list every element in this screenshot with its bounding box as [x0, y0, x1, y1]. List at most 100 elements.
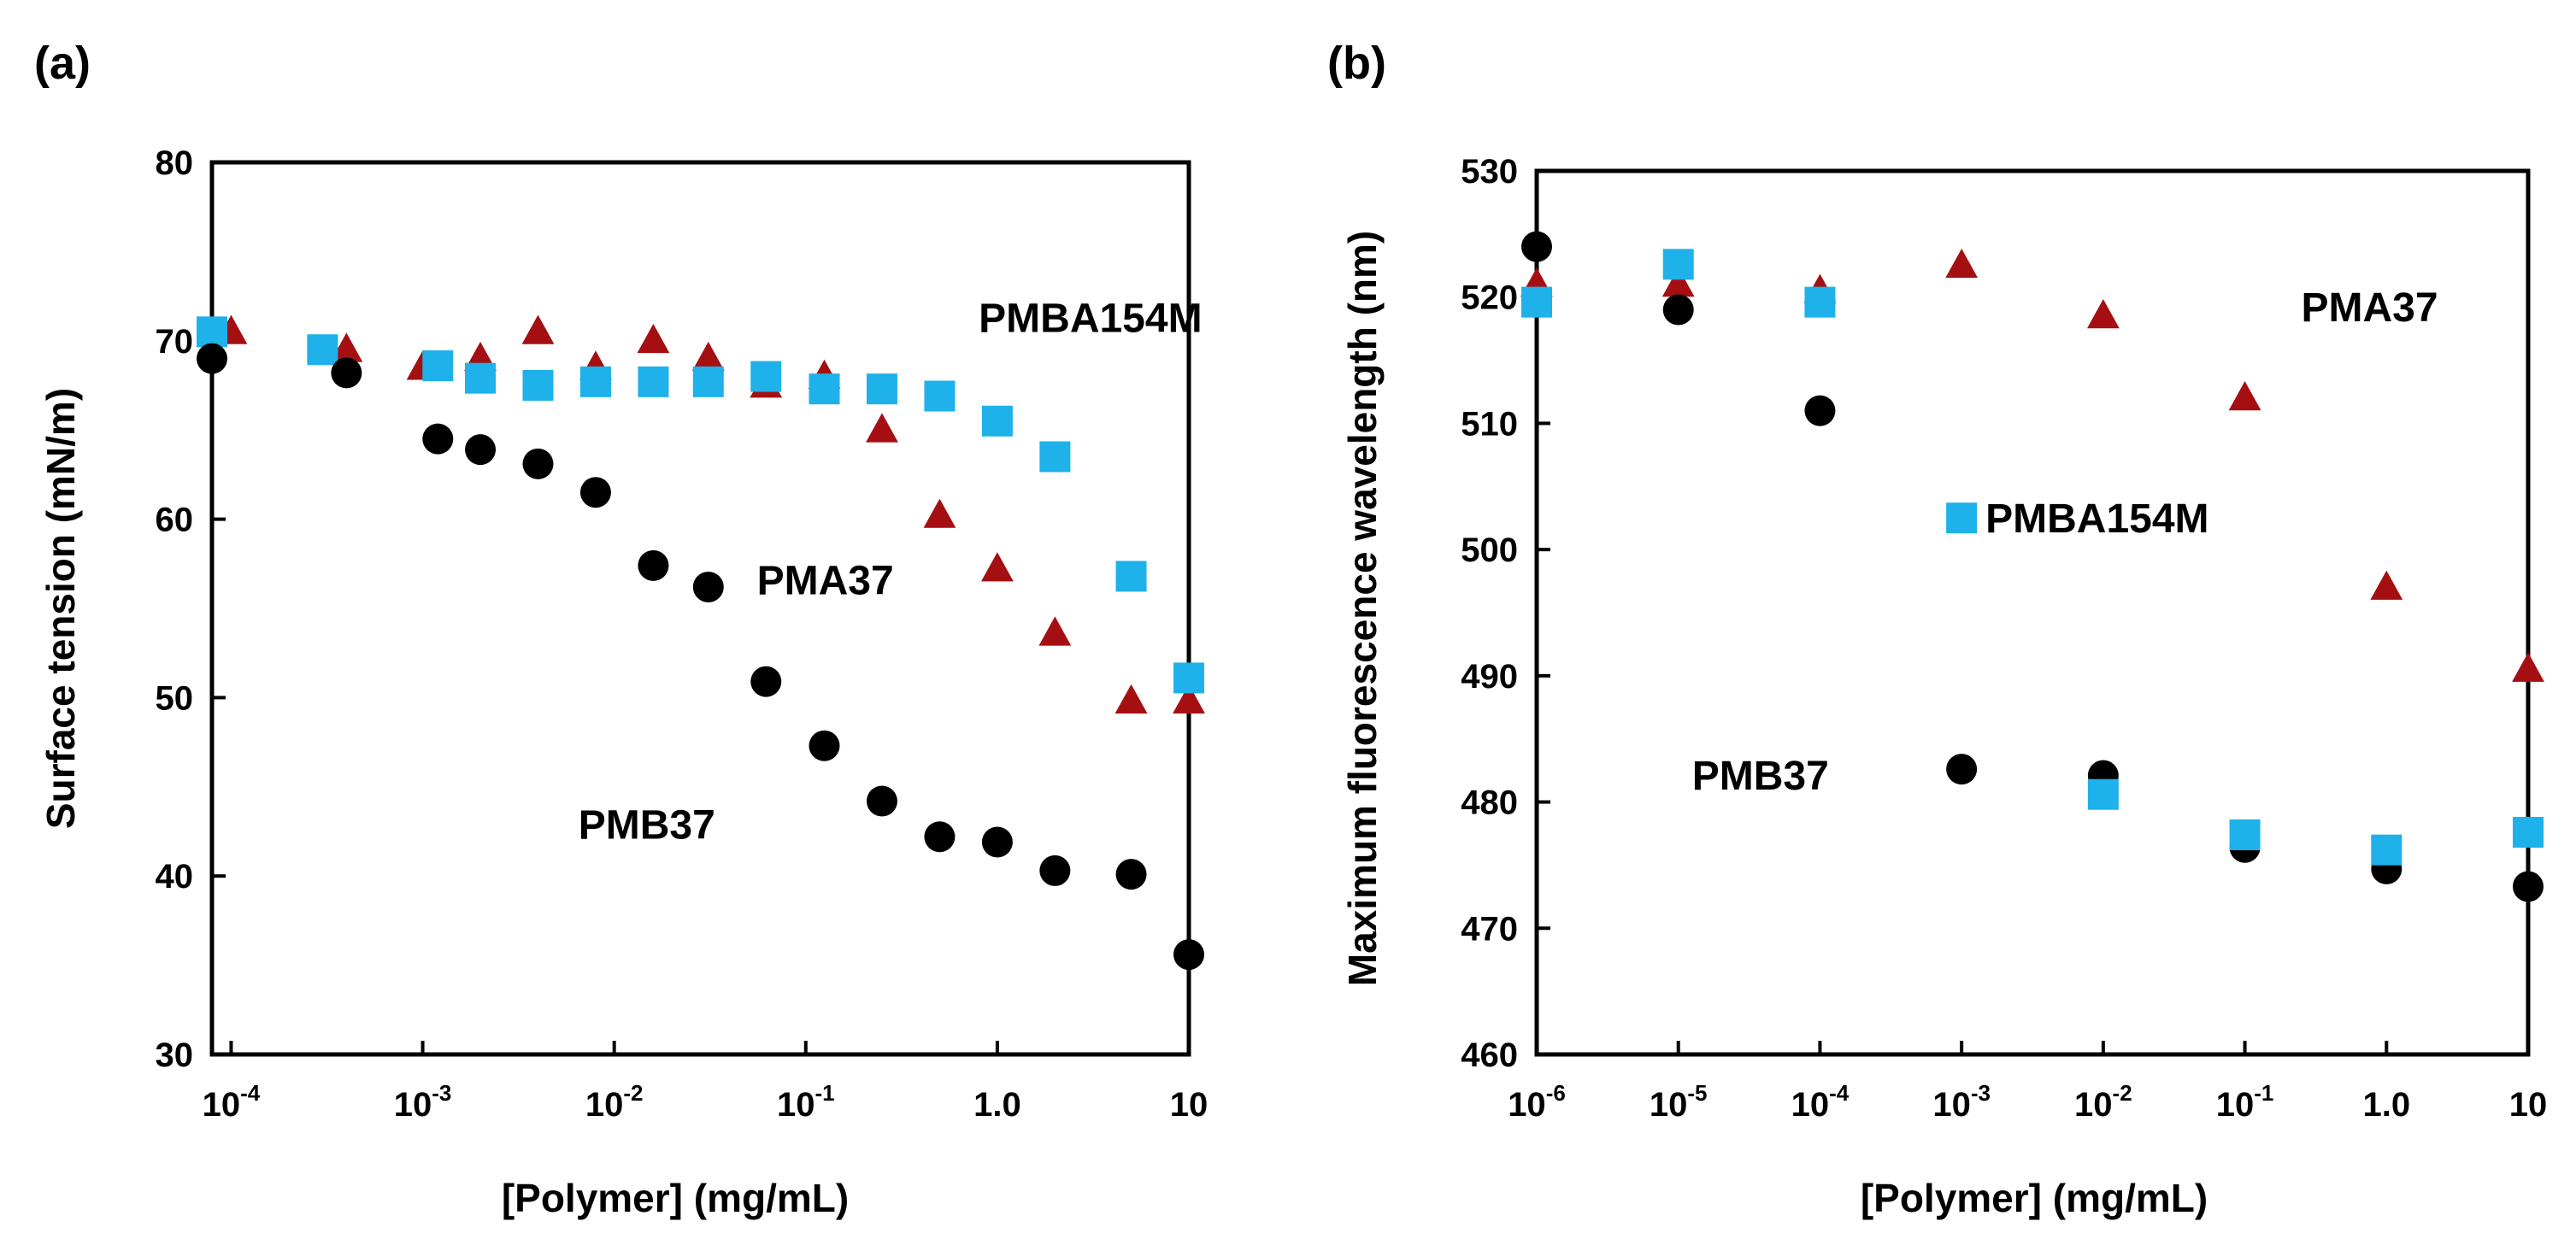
data-point-square: [465, 362, 497, 394]
y-tick-label: 70: [156, 323, 194, 361]
data-point-circle: [579, 477, 611, 508]
y-tick-label: 30: [156, 1037, 194, 1074]
data-point-circle: [522, 448, 554, 479]
data-point-square: [750, 361, 782, 392]
annotation-label: PMB37: [1692, 754, 1829, 799]
x-tick-label: 10-4: [1791, 1080, 1850, 1124]
series-pmba154m: [1521, 249, 2544, 866]
y-tick-label: 60: [156, 502, 194, 539]
series-pmb37: [1521, 231, 2544, 902]
panel-a-plot-frame: [209, 160, 1191, 1057]
data-point-square: [197, 316, 227, 348]
data-point-circle: [422, 423, 454, 455]
data-point-square: [1173, 662, 1204, 694]
y-tick-label: 470: [1461, 910, 1518, 948]
x-tick-label: 1.0: [973, 1086, 1021, 1124]
data-point-triangle: [923, 498, 956, 528]
panel-b-y-ticks: 460 470 480 490 500 510 520 530: [1461, 153, 1550, 1074]
data-point-square: [307, 334, 338, 366]
data-point-square: [522, 370, 554, 401]
y-tick-label: 50: [156, 679, 194, 717]
series-pma37: [1520, 248, 2544, 682]
data-point-square: [866, 373, 897, 405]
data-point-circle: [866, 785, 897, 817]
data-point-triangle: [1115, 684, 1148, 714]
annotation-label: PMA37: [757, 558, 894, 603]
x-tick-label: 10-2: [2074, 1080, 2132, 1124]
annotation-label: PMA37: [2302, 285, 2438, 331]
data-point-square: [924, 380, 956, 412]
data-point-triangle: [1173, 684, 1205, 714]
data-point-square: [1521, 286, 1552, 318]
x-tick-label: 10-3: [1932, 1080, 1991, 1124]
data-point-circle: [331, 357, 362, 389]
x-tick-label: 10: [2509, 1086, 2548, 1124]
data-point-square: [2087, 778, 2119, 810]
data-point-triangle: [1661, 267, 1695, 297]
data-point-square: [1804, 286, 1836, 318]
panel-a-x-axis-title: [Polymer] (mg/mL): [502, 1176, 849, 1220]
data-point-triangle: [691, 341, 725, 372]
panel-b-x-ticks: 10-6 10-5 10-4 10-3 10-2 10-1 1.0 10: [1508, 1041, 2547, 1124]
x-tick-label: 10-3: [394, 1080, 452, 1124]
x-tick-label: 10-6: [1508, 1080, 1566, 1124]
y-tick-label: 500: [1461, 531, 1518, 569]
panel-b-label: (b): [1327, 38, 1386, 89]
data-point-circle: [809, 730, 840, 761]
panel-a-series: [197, 314, 1205, 971]
data-point-circle: [1946, 754, 1978, 785]
data-point-triangle: [2370, 570, 2403, 600]
y-tick-label: 40: [156, 858, 194, 896]
x-tick-label: 10-1: [2216, 1080, 2274, 1124]
x-tick-label: 10-5: [1650, 1080, 1708, 1124]
annotation-label: PMB37: [579, 802, 715, 848]
data-point-square: [579, 366, 611, 397]
data-point-square: [1039, 441, 1071, 473]
data-point-circle: [638, 549, 669, 581]
data-point-triangle: [980, 552, 1014, 582]
y-tick-label: 530: [1461, 153, 1518, 191]
data-point-circle: [1804, 395, 1836, 426]
data-point-circle: [981, 826, 1013, 858]
data-point-square: [692, 366, 724, 397]
x-tick-label: 10-4: [203, 1080, 261, 1124]
x-tick-label: 10-2: [585, 1080, 644, 1124]
panel-a-y-axis-title: Surface tension (mN/m): [38, 388, 83, 829]
data-point-circle: [692, 571, 724, 602]
data-point-square: [638, 366, 669, 397]
y-tick-label: 520: [1461, 279, 1518, 317]
x-tick-label: 10-1: [777, 1080, 835, 1124]
data-point-triangle: [866, 413, 898, 443]
panel-a-x-ticks: 10-4 10-3 10-2 10-1 1.0 10: [203, 1041, 1209, 1124]
annotation-label: PMBA154M: [979, 296, 1202, 341]
data-point-triangle: [1945, 248, 1979, 279]
y-tick-label: 460: [1461, 1037, 1518, 1074]
x-tick-label: 10: [1170, 1086, 1209, 1124]
series-pmba154m: [197, 316, 1204, 694]
data-point-triangle: [1038, 616, 1072, 646]
panel-b-annotations: PMA37 PMBA154M PMB37: [1692, 285, 2438, 799]
data-point-square: [1115, 561, 1147, 592]
data-point-triangle: [330, 332, 363, 362]
panel-a: (a) 30 40 50 60 70 80 10-4 10-3 10-2 10-1 1.0 10 P…: [34, 38, 1208, 1220]
panel-b-x-axis-title: [Polymer] (mg/mL): [1861, 1176, 2208, 1220]
y-tick-label: 490: [1461, 658, 1518, 696]
data-point-circle: [1039, 854, 1071, 886]
annotation-legend-marker-square: [1946, 502, 1978, 534]
data-point-triangle: [637, 323, 670, 354]
panel-b-series: [1520, 231, 2544, 902]
data-point-square: [1662, 249, 1694, 280]
data-point-square: [809, 373, 840, 405]
data-point-circle: [750, 666, 782, 697]
data-point-circle: [1521, 231, 1552, 262]
data-point-circle: [2513, 871, 2544, 902]
data-point-triangle: [2086, 299, 2120, 329]
x-tick-label: 1.0: [2362, 1086, 2410, 1124]
data-point-square: [981, 405, 1013, 437]
y-tick-label: 80: [156, 144, 194, 182]
data-point-circle: [197, 343, 227, 374]
panel-a-y-ticks: 30 40 50 60 70 80: [156, 144, 226, 1074]
data-point-square: [2513, 817, 2544, 849]
